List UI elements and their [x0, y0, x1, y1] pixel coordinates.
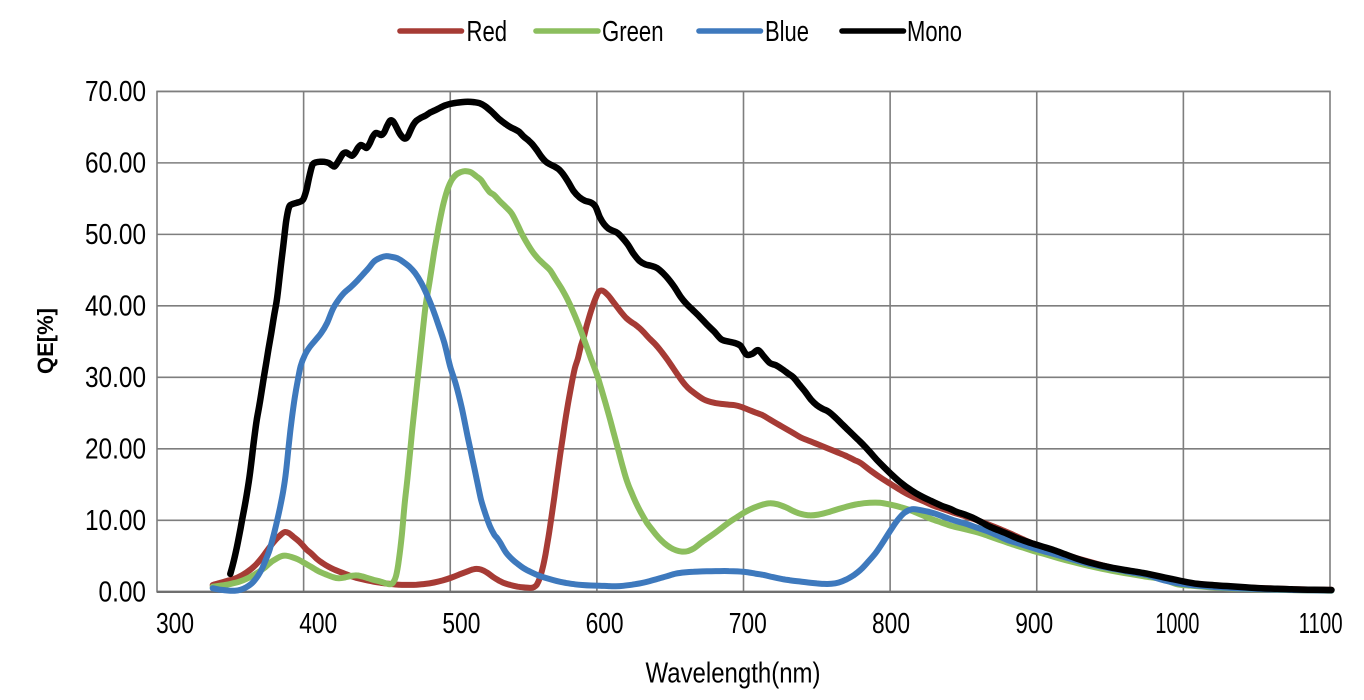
- svg-text:1100: 1100: [1299, 608, 1343, 640]
- svg-text:Red: Red: [467, 16, 508, 48]
- svg-text:1000: 1000: [1155, 608, 1199, 640]
- svg-text:400: 400: [299, 608, 337, 640]
- svg-text:60.00: 60.00: [85, 147, 146, 179]
- svg-text:Green: Green: [602, 16, 664, 48]
- svg-text:Wavelength(nm): Wavelength(nm): [646, 658, 821, 690]
- svg-text:20.00: 20.00: [85, 433, 146, 465]
- svg-text:40.00: 40.00: [85, 290, 146, 322]
- svg-text:QE[%]: QE[%]: [33, 308, 58, 374]
- svg-text:50.00: 50.00: [85, 219, 146, 251]
- svg-text:300: 300: [156, 608, 194, 640]
- svg-text:800: 800: [872, 608, 910, 640]
- svg-text:700: 700: [729, 608, 767, 640]
- svg-text:70.00: 70.00: [85, 76, 146, 108]
- svg-text:0.00: 0.00: [99, 576, 147, 608]
- svg-text:900: 900: [1015, 608, 1053, 640]
- svg-text:500: 500: [442, 608, 480, 640]
- svg-text:30.00: 30.00: [85, 362, 146, 394]
- svg-text:Blue: Blue: [765, 16, 809, 48]
- svg-text:600: 600: [586, 608, 624, 640]
- svg-text:Mono: Mono: [907, 16, 962, 48]
- svg-text:10.00: 10.00: [85, 505, 146, 537]
